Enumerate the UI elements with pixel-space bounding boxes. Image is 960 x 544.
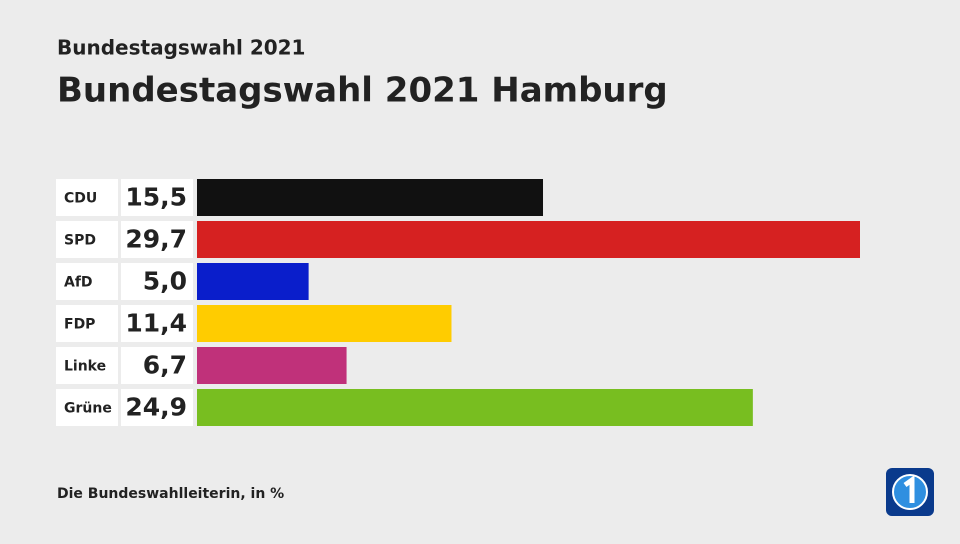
label-box	[56, 221, 118, 258]
bar	[197, 389, 753, 426]
value-box	[121, 179, 193, 216]
category-label: FDP	[64, 317, 95, 333]
category-label: Grüne	[64, 401, 112, 417]
label-box	[56, 179, 118, 216]
chart-title: Bundestagswahl 2021 Hamburg	[57, 71, 668, 111]
logo-glyph	[903, 475, 915, 503]
category-label: SPD	[64, 233, 96, 249]
bar	[197, 179, 544, 216]
source-note: Die Bundeswahlleiterin, in %	[57, 486, 284, 502]
value-label: 5,0	[143, 267, 187, 296]
value-label: 11,4	[125, 309, 187, 338]
category-label: Linke	[64, 359, 106, 375]
label-box	[56, 347, 118, 384]
bar	[197, 347, 347, 384]
value-label: 15,5	[125, 183, 187, 212]
category-label: AfD	[64, 275, 93, 291]
value-box	[121, 305, 193, 342]
value-box	[121, 389, 193, 426]
bar	[197, 263, 309, 300]
label-box	[56, 389, 118, 426]
value-box	[121, 347, 193, 384]
value-box	[121, 221, 193, 258]
bar	[197, 221, 860, 258]
logo	[886, 468, 934, 516]
value-label: 24,9	[125, 393, 187, 422]
value-label: 29,7	[125, 225, 187, 254]
label-box	[56, 305, 118, 342]
bar	[197, 305, 452, 342]
chart-supertitle: Bundestagswahl 2021	[57, 36, 305, 60]
label-box	[56, 263, 118, 300]
category-label: CDU	[64, 191, 97, 207]
value-box	[121, 263, 193, 300]
value-label: 6,7	[143, 351, 187, 380]
